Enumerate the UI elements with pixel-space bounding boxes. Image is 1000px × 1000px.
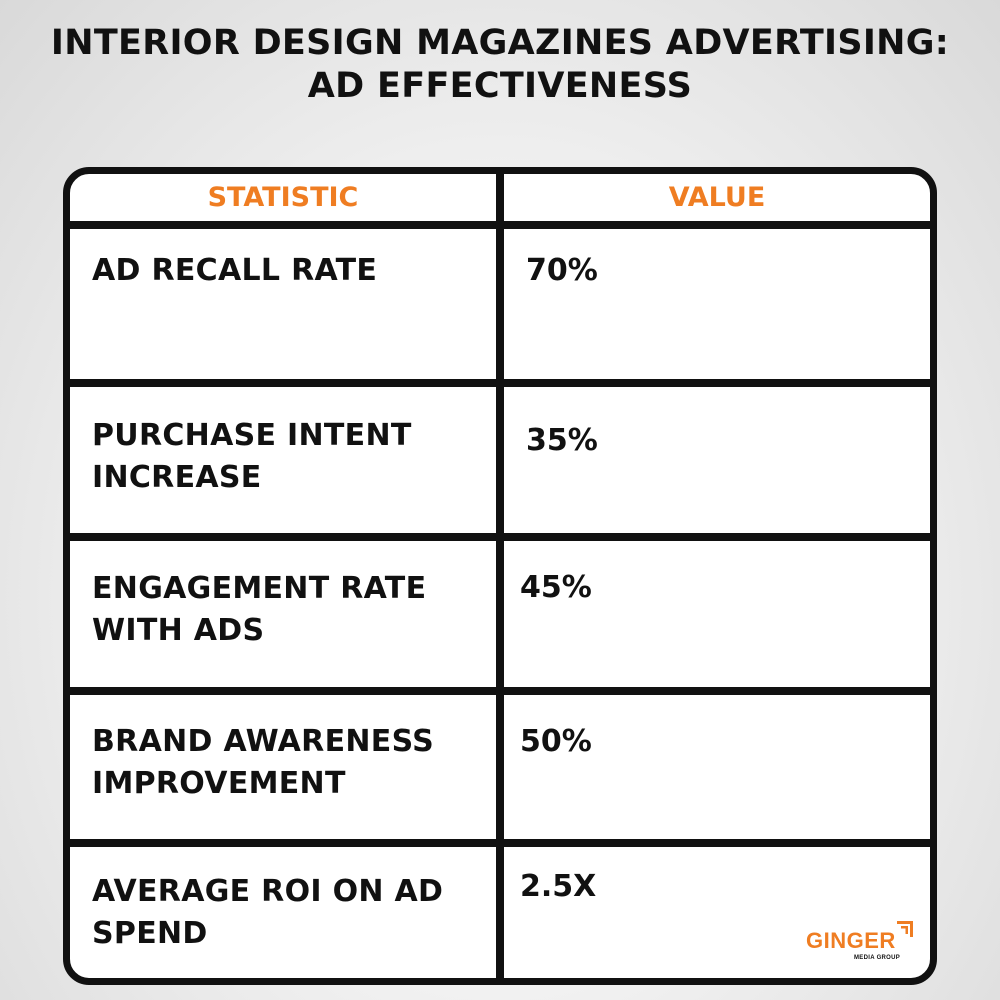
header-statistic: STATISTIC [207, 182, 359, 213]
statistics-table: STATISTIC VALUE AD RECALL RATE 70% PURCH… [63, 167, 937, 985]
row-value: 45% [520, 570, 592, 605]
row-value: 50% [520, 724, 592, 759]
header-divider [70, 221, 930, 229]
row-statistic-label: BRAND AWARENESS IMPROVEMENT [92, 724, 435, 801]
row-divider [70, 533, 930, 541]
row-statistic-label: AVERAGE ROI ON AD SPEND [92, 874, 444, 951]
ginger-media-group-logo: GINGER MEDIA GROUP [806, 920, 916, 968]
ginger-bars-icon [897, 921, 913, 937]
row-statistic-label: ENGAGEMENT RATE WITH ADS [92, 571, 427, 648]
row-statistic-label: AD RECALL RATE [92, 253, 378, 288]
row-value: 70% [526, 253, 598, 288]
logo-name: GINGER [806, 928, 896, 953]
row-value: 2.5X [520, 869, 597, 904]
row-divider [70, 379, 930, 387]
row-value: 35% [526, 423, 598, 458]
page-title: INTERIOR DESIGN MAGAZINES ADVERTISING: A… [50, 23, 950, 106]
logo-tagline: MEDIA GROUP [854, 955, 901, 961]
column-divider [496, 174, 504, 978]
row-statistic-label: PURCHASE INTENT INCREASE [92, 418, 412, 495]
header-value: VALUE [668, 182, 766, 213]
row-divider [70, 687, 930, 695]
row-divider [70, 839, 930, 847]
